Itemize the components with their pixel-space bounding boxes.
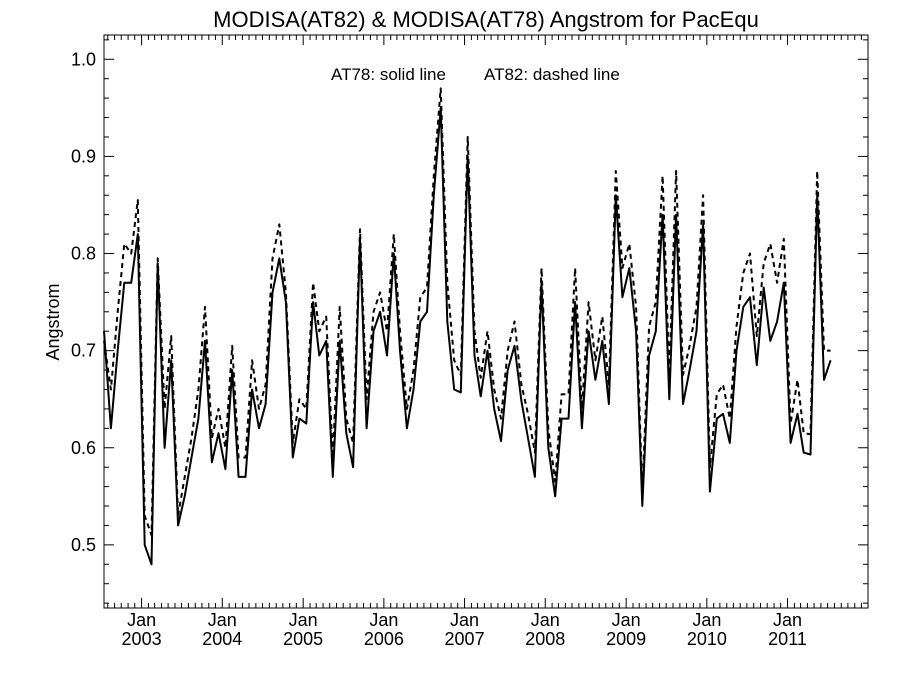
y-tick-label: 1.0	[71, 49, 96, 69]
x-tick-label-year: 2008	[525, 629, 565, 649]
x-tick-label-year: 2007	[445, 629, 485, 649]
x-tick-label-year: 2009	[606, 629, 646, 649]
y-tick-label: 0.9	[71, 146, 96, 166]
x-tick-label-year: 2005	[283, 629, 323, 649]
x-tick-label-month: Jan	[450, 610, 479, 630]
x-tick-label-year: 2010	[687, 629, 727, 649]
y-tick-label: 0.5	[71, 535, 96, 555]
plot-frame	[103, 34, 869, 609]
x-tick-label-month: Jan	[127, 610, 156, 630]
x-tick-label-month: Jan	[208, 610, 237, 630]
x-tick-label-year: 2004	[202, 629, 242, 649]
y-tick-label: 0.8	[71, 244, 96, 264]
x-tick-label-year: 2006	[364, 629, 404, 649]
x-tick-label-month: Jan	[692, 610, 721, 630]
chart-title: MODISA(AT82) & MODISA(AT78) Angstrom for…	[213, 7, 759, 32]
series-line-at82	[103, 87, 831, 537]
x-tick-label-year: 2011	[768, 629, 807, 649]
x-tick-label-month: Jan	[369, 610, 398, 630]
annotation-at82-dashed: AT82: dashed line	[484, 65, 620, 84]
y-tick-label: 0.7	[71, 341, 96, 361]
x-tick-label-year: 2003	[122, 629, 162, 649]
axis-ticks: 0.50.60.70.80.91.0Jan2003Jan2004Jan2005J…	[71, 35, 868, 649]
annotation-at78-solid: AT78: solid line	[331, 65, 446, 84]
y-tick-label: 0.6	[71, 438, 96, 458]
y-axis-label: Angstrom	[43, 283, 63, 360]
series-lines	[103, 87, 832, 566]
x-tick-label-month: Jan	[612, 610, 641, 630]
x-tick-label-month: Jan	[289, 610, 318, 630]
x-tick-label-month: Jan	[531, 610, 560, 630]
x-tick-label-month: Jan	[773, 610, 802, 630]
